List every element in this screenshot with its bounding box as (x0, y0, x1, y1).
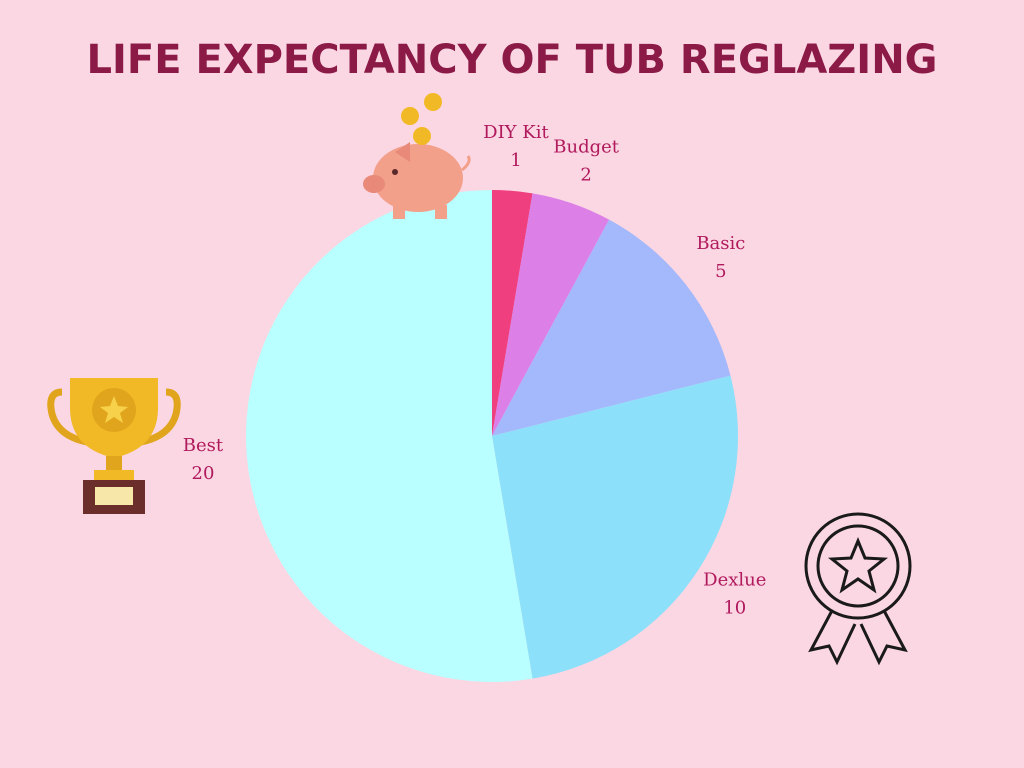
slice-label: DIY Kit (483, 122, 549, 143)
piggy-bank-icon (363, 93, 471, 219)
slice-value: 1 (510, 150, 521, 171)
slice-label: Dexlue (703, 570, 766, 591)
slice-value: 2 (580, 165, 591, 186)
pie-slice (492, 193, 610, 436)
pie-slice (492, 375, 738, 679)
pie (245, 190, 738, 682)
slice-label: Budget (553, 137, 620, 158)
trophy-icon (47, 378, 181, 514)
pie-slice (492, 219, 731, 436)
pie-slice (492, 190, 533, 436)
slice-label: Best (183, 435, 224, 456)
slice-value: 10 (723, 598, 746, 619)
chart-title: LIFE EXPECTANCY OF TUB REGLAZING (87, 37, 938, 83)
slice-value: 5 (715, 261, 726, 282)
slice-value: 20 (192, 463, 215, 484)
medal-icon (804, 512, 912, 666)
slice-label: Basic (696, 233, 745, 254)
pie-slice (245, 190, 533, 682)
